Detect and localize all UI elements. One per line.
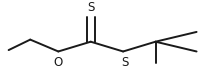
- Text: O: O: [54, 56, 63, 69]
- Text: S: S: [122, 56, 129, 69]
- Text: S: S: [87, 1, 94, 14]
